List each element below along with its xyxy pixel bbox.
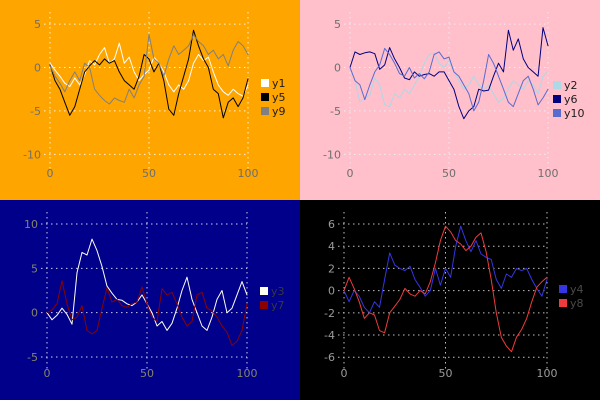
y-tick-label: -5 — [330, 105, 341, 118]
y-tick-label: -4 — [324, 329, 335, 342]
series-line-y5 — [49, 29, 249, 119]
legend-label-y7: y7 — [271, 299, 285, 312]
y-tick-label: 0 — [328, 285, 335, 298]
legend-label-y3: y3 — [271, 285, 285, 298]
legend-label-y6: y6 — [564, 93, 578, 106]
legend-swatch-y2 — [553, 81, 561, 89]
x-tick-label: 50 — [442, 167, 456, 180]
y-tick-label: -10 — [323, 148, 341, 161]
panel-bottom-right: 6 4 2 0 -2 -4 -6 0 50 100 y4 y8 — [300, 200, 600, 400]
y-tick-label: 6 — [328, 218, 335, 231]
series-line-y10 — [349, 47, 549, 112]
y-tick-label: 0 — [34, 62, 41, 75]
legend-swatch-y10 — [553, 109, 561, 117]
legend-label-y10: y10 — [564, 107, 585, 120]
legend-swatch-y4 — [559, 285, 567, 293]
legend-swatch-y5 — [261, 93, 269, 101]
y-tick-label: 4 — [328, 240, 335, 253]
legend-swatch-y6 — [553, 95, 561, 103]
x-tick-label: 0 — [347, 167, 354, 180]
series-line-y6 — [349, 27, 549, 120]
x-tick-label: 50 — [439, 367, 453, 380]
legend-swatch-y7 — [260, 301, 268, 309]
legend-swatch-y8 — [559, 299, 567, 307]
x-tick-label: 0 — [47, 167, 54, 180]
series-line-y8 — [343, 225, 548, 353]
x-tick-label: 100 — [538, 167, 559, 180]
y-tick-label: 5 — [34, 18, 41, 31]
x-tick-label: 50 — [140, 367, 154, 380]
y-tick-label: 2 — [328, 262, 335, 275]
y-tick-label: 0 — [31, 307, 38, 320]
legend-label-y8: y8 — [570, 297, 584, 310]
legend-label-y1: y1 — [272, 77, 286, 90]
x-tick-label: 0 — [44, 367, 51, 380]
x-tick-label: 100 — [237, 367, 258, 380]
x-tick-label: 100 — [537, 367, 558, 380]
legend-label-y9: y9 — [272, 105, 286, 118]
series-line-y7 — [46, 280, 248, 346]
y-tick-label: 5 — [31, 262, 38, 275]
legend-label-y4: y4 — [570, 283, 584, 296]
legend-swatch-y9 — [261, 107, 269, 115]
y-tick-label: -2 — [324, 307, 335, 320]
x-tick-label: 50 — [142, 167, 156, 180]
y-tick-label: 5 — [334, 18, 341, 31]
y-tick-label: 10 — [24, 218, 38, 231]
panel-top-right: 5 0 -5 -10 0 50 100 y2 y6 y10 — [300, 0, 600, 200]
legend-label-y2: y2 — [564, 79, 578, 92]
y-tick-label: -5 — [27, 351, 38, 364]
x-tick-label: 100 — [238, 167, 259, 180]
panel-bottom-left: 10 5 0 -5 0 50 100 y3 y7 — [0, 200, 300, 400]
y-tick-label: -5 — [30, 105, 41, 118]
panel-top-left: 5 0 -5 -10 0 50 100 y1 y5 y9 — [0, 0, 300, 200]
series-line-y9 — [49, 34, 249, 105]
legend-swatch-y3 — [260, 287, 268, 295]
y-tick-label: -6 — [324, 351, 335, 364]
plot-background — [0, 200, 300, 400]
y-tick-label: -10 — [23, 148, 41, 161]
series-line-y4 — [343, 225, 548, 314]
legend-label-y5: y5 — [272, 91, 286, 104]
x-tick-label: 0 — [341, 367, 348, 380]
y-tick-label: 0 — [334, 62, 341, 75]
series-line-y2 — [349, 52, 549, 108]
legend-swatch-y1 — [261, 79, 269, 87]
